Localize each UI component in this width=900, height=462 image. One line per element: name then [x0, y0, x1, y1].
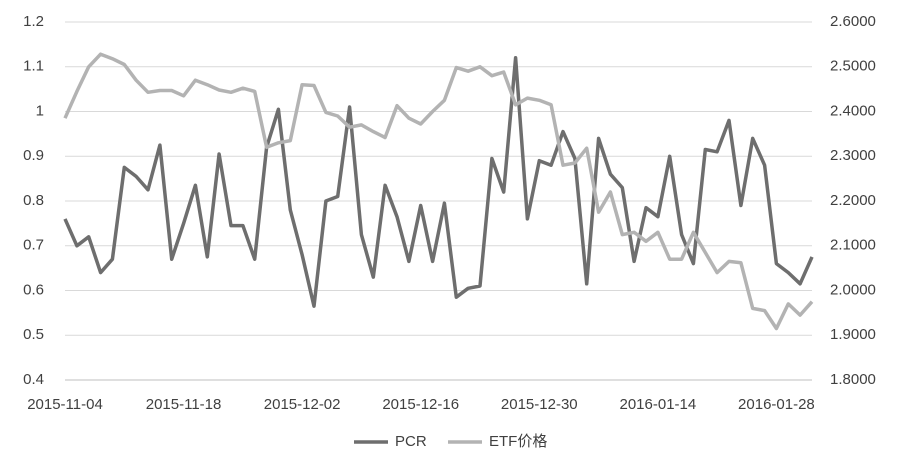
y-tick-label: 1.2: [23, 13, 44, 30]
line-series: [63, 52, 814, 331]
y2-tick-label: 1.8000: [830, 371, 876, 388]
y-tick-label: 0.4: [23, 371, 44, 388]
y-tick-label: 0.9: [23, 147, 44, 164]
y2-tick-label: 1.9000: [830, 326, 876, 343]
legend-label: PCR: [395, 433, 427, 450]
y-tick-label: 0.6: [23, 281, 44, 298]
y2-tick-label: 2.3000: [830, 147, 876, 164]
y-tick-label: 0.8: [23, 192, 44, 209]
x-tick-label: 2015-12-02: [264, 396, 341, 413]
y-tick-label: 1: [36, 102, 44, 119]
legend-label: ETF价格: [489, 433, 547, 450]
y-tick-label: 0.7: [23, 237, 44, 254]
x-tick-label: 2015-12-30: [501, 396, 578, 413]
x-tick-label: 2016-01-28: [738, 396, 815, 413]
line-series: [63, 56, 814, 308]
y-tick-label: 0.5: [23, 326, 44, 343]
y2-tick-label: 2.1000: [830, 237, 876, 254]
y2-tick-label: 2.6000: [830, 13, 876, 30]
x-tick-label: 2015-11-04: [27, 396, 103, 413]
x-tick-label: 2016-01-14: [619, 396, 696, 413]
y-tick-label: 1.1: [23, 58, 44, 75]
y2-tick-label: 2.0000: [830, 281, 876, 298]
y2-tick-label: 2.4000: [830, 102, 876, 119]
x-tick-label: 2015-11-18: [146, 396, 222, 413]
x-tick-label: 2015-12-16: [382, 396, 459, 413]
y2-tick-label: 2.2000: [830, 192, 876, 209]
y2-tick-label: 2.5000: [830, 58, 876, 75]
